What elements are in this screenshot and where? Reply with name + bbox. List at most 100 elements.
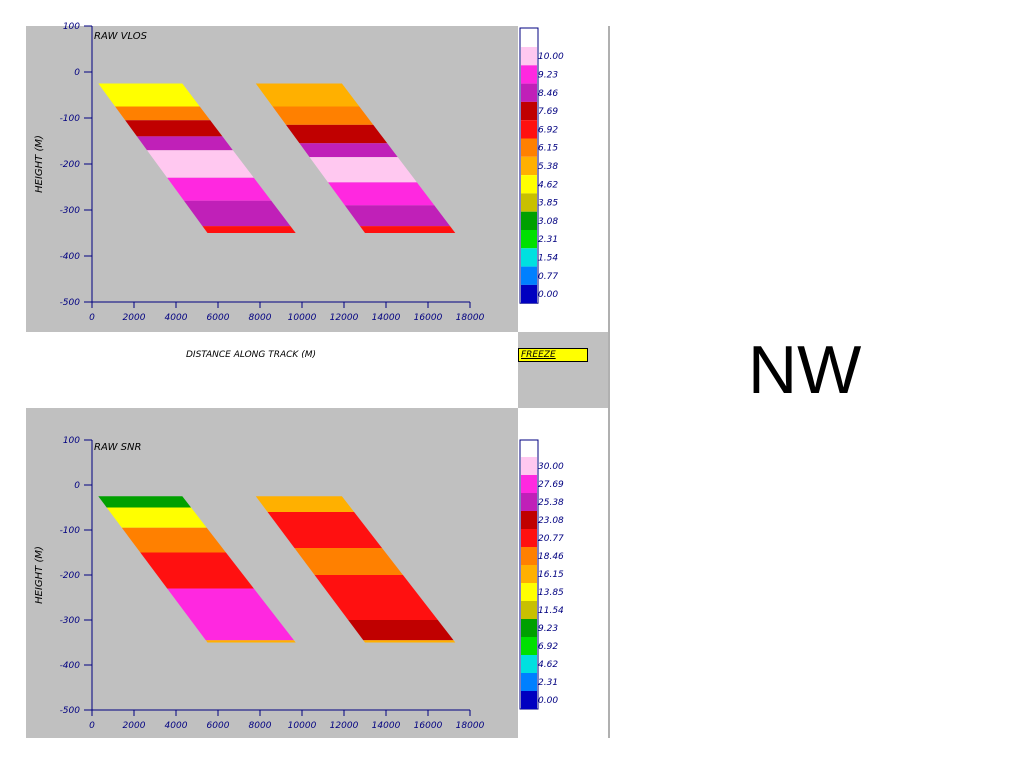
vlos-y-axis-label: HEIGHT (M)	[34, 135, 45, 193]
snr-swath-0-band-3	[140, 552, 254, 589]
vlos-x-tick-label: 8000	[249, 313, 272, 323]
snr-x-tick-label: 6000	[207, 721, 230, 731]
vlos-x-tick-label: 0	[89, 313, 95, 323]
vlos-y-tick-label: 100	[63, 22, 80, 32]
vlos-colorbar-label: 2.31	[538, 235, 558, 245]
vlos-swath-1-band-6	[344, 205, 451, 227]
snr-y-tick-label: -400	[60, 661, 81, 671]
snr-swath-1-band-3	[314, 575, 438, 620]
snr-colorbar-label: 20.77	[538, 534, 564, 544]
vlos-x-tick-label: 2000	[123, 313, 146, 323]
snr-colorbar-swatch	[521, 565, 537, 583]
vlos-colorbar-swatch	[521, 156, 537, 176]
vlos-x-tick-label: 18000	[456, 313, 485, 323]
snr-colorbar-label: 9.23	[538, 624, 558, 634]
vlos-colorbar-label: 9.23	[538, 70, 558, 80]
top-colorbar-panel	[518, 332, 608, 408]
snr-x-tick-label: 18000	[456, 721, 485, 731]
snr-x-tick-label: 4000	[165, 721, 188, 731]
vlos-colorbar-swatch	[521, 65, 537, 84]
snr-colorbar-label: 18.46	[538, 552, 564, 562]
vlos-swath-0-band-1	[115, 106, 211, 121]
vlos-swath-0-band-7	[202, 226, 296, 233]
snr-swath-1-band-0	[255, 496, 355, 512]
vlos-swath-1-band-5	[328, 182, 435, 206]
vlos-y-tick-label: -100	[60, 114, 81, 124]
snr-colorbar-swatch	[521, 691, 537, 709]
snr-colorbar-label: 6.92	[538, 642, 558, 652]
snr-colorbar-swatch	[521, 637, 537, 655]
vlos-swath-0-band-5	[167, 177, 272, 201]
vlos-colorbar-swatch	[521, 284, 537, 304]
snr-chart-title: RAW SNR	[94, 442, 141, 453]
snr-x-tick-label: 14000	[372, 721, 401, 731]
vlos-colorbar-label: 6.15	[538, 144, 558, 154]
snr-x-tick-label: 10000	[288, 721, 317, 731]
snr-colorbar-label: 4.62	[538, 660, 558, 670]
snr-swath-0-band-2	[121, 527, 226, 553]
snr-swath-0-band-0	[98, 496, 192, 508]
vlos-x-tick-label: 12000	[330, 313, 359, 323]
snr-colorbar-swatch	[521, 619, 537, 637]
snr-x-tick-label: 12000	[330, 721, 359, 731]
snr-colorbar-label: 16.15	[538, 570, 564, 580]
snr-colorbar-label: 23.08	[538, 516, 564, 526]
vlos-y-tick-label: -500	[60, 298, 81, 308]
vlos-swath-0-band-6	[183, 200, 291, 227]
snr-colorbar-swatch	[521, 655, 537, 673]
vlos-swath-0-band-0	[98, 83, 200, 107]
vlos-x-tick-label: 6000	[207, 313, 230, 323]
snr-x-tick-label: 2000	[123, 721, 146, 731]
vlos-colorbar-swatch	[521, 193, 537, 212]
bottom-plot-panel	[26, 408, 518, 738]
vlos-x-tick-label: 16000	[414, 313, 443, 323]
snr-swath-1-band-2	[294, 548, 403, 575]
vlos-swath-0-band-3	[136, 136, 233, 151]
snr-swath-0-band-5	[205, 640, 296, 643]
snr-colorbar-label: 25.38	[538, 498, 564, 508]
vlos-swath-0-band-2	[125, 120, 223, 137]
snr-colorbar-swatch	[521, 511, 537, 529]
snr-y-tick-label: 100	[63, 436, 80, 446]
snr-colorbar-swatch	[521, 493, 537, 511]
vlos-colorbar-swatch	[521, 138, 537, 157]
vlos-colorbar-label: 8.46	[538, 89, 558, 99]
snr-y-tick-label: -100	[60, 526, 81, 536]
snr-swath-1-band-5	[363, 640, 456, 643]
panel-divider	[608, 26, 610, 738]
snr-swath-0-band-1	[106, 507, 207, 528]
snr-colorbar-label: 11.54	[538, 606, 564, 616]
snr-colorbar-swatch	[521, 475, 537, 493]
vlos-swath-1-band-0	[255, 83, 360, 107]
snr-colorbar-label: 30.00	[538, 462, 564, 472]
vlos-swath-1-band-2	[286, 124, 388, 144]
vlos-swath-1-band-7	[359, 226, 456, 233]
snr-y-tick-label: -200	[60, 571, 81, 581]
vlos-colorbar-label: 0.00	[538, 290, 558, 300]
vlos-swath-0-band-4	[147, 150, 254, 178]
vlos-x-tick-label: 4000	[165, 313, 188, 323]
vlos-colorbar-label: 1.54	[538, 253, 558, 263]
snr-y-tick-label: 0	[74, 481, 80, 491]
vlos-x-tick-label: 14000	[372, 313, 401, 323]
direction-label: NW	[748, 332, 862, 408]
snr-x-tick-label: 8000	[249, 721, 272, 731]
snr-colorbar-label: 13.85	[538, 588, 564, 598]
vlos-colorbar-label: 3.85	[538, 199, 558, 209]
snr-y-tick-label: -300	[60, 616, 81, 626]
snr-x-tick-label: 0	[89, 721, 95, 731]
vlos-colorbar-swatch	[521, 175, 537, 194]
snr-colorbar-swatch	[521, 457, 537, 475]
snr-colorbar-swatch	[521, 529, 537, 547]
freeze-button[interactable]: FREEZE	[518, 348, 588, 362]
vlos-swath-1-band-4	[309, 157, 417, 183]
vlos-colorbar-swatch	[521, 101, 537, 121]
vlos-colorbar-swatch	[521, 120, 537, 139]
vlos-colorbar-label: 3.08	[538, 217, 558, 227]
snr-swath-1-band-4	[348, 620, 454, 641]
vlos-colorbar-label: 7.69	[538, 107, 558, 117]
vlos-x-axis-label: DISTANCE ALONG TRACK (M)	[186, 350, 316, 360]
vlos-colorbar-swatch	[521, 266, 537, 285]
snr-x-tick-label: 16000	[414, 721, 443, 731]
